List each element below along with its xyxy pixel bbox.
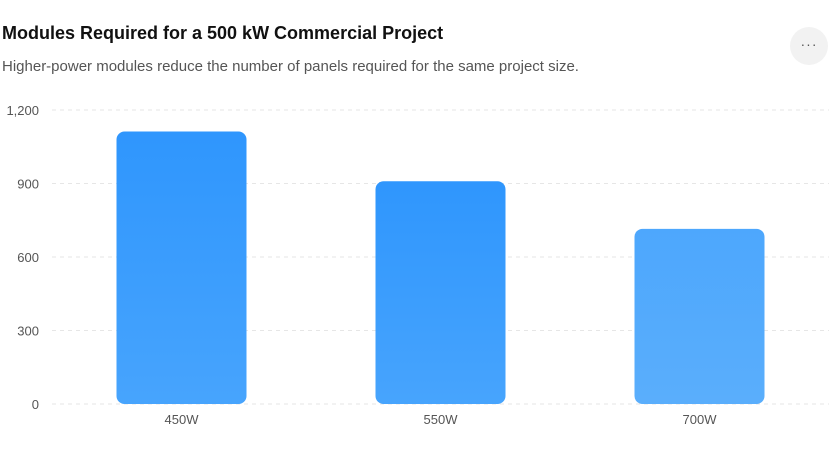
y-tick-label: 300 — [17, 324, 39, 339]
bars — [116, 131, 765, 404]
bar-550w[interactable] — [375, 181, 506, 404]
x-axis: 450W 550W 700W — [165, 412, 718, 427]
bar-450w[interactable] — [116, 131, 247, 404]
y-tick-label: 600 — [17, 250, 39, 265]
x-tick-label: 700W — [683, 412, 718, 427]
bar-700w[interactable] — [634, 228, 765, 404]
y-tick-label: 0 — [32, 397, 39, 412]
chart-title: Modules Required for a 500 kW Commercial… — [2, 23, 444, 43]
x-tick-label: 550W — [424, 412, 459, 427]
y-tick-label: 1,200 — [6, 103, 39, 118]
chart-subtitle: Higher-power modules reduce the number o… — [2, 58, 579, 75]
more-horizontal-icon: ··· — [800, 36, 818, 52]
x-tick-label: 450W — [165, 412, 200, 427]
y-tick-label: 900 — [17, 177, 39, 192]
y-axis: 0 300 600 900 1,200 — [6, 103, 39, 412]
more-options-button[interactable]: ··· — [790, 27, 828, 65]
